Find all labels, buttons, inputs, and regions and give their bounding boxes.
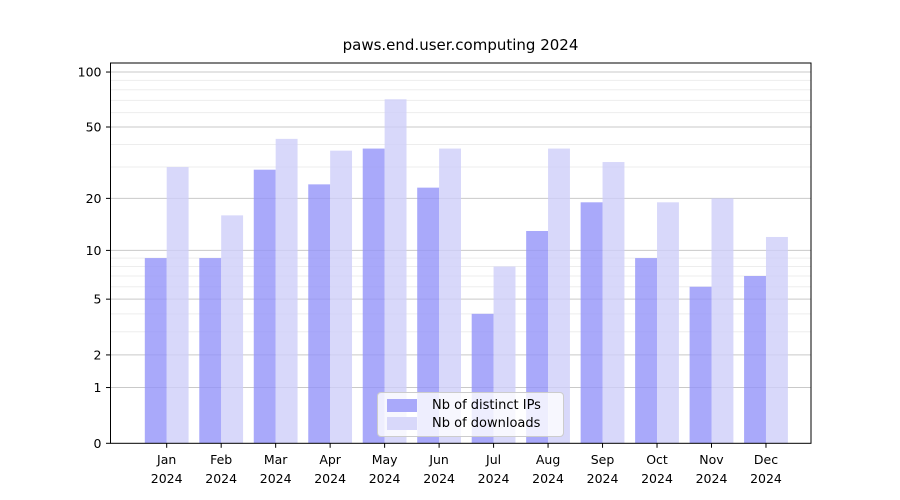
- bar-apr-downloads: [330, 150, 353, 444]
- bar-mar-downloads: [275, 138, 298, 444]
- bar-sep-distinct-ips: [580, 202, 603, 444]
- x-tick-label-month: Feb: [210, 452, 232, 467]
- bar-nov-distinct-ips: [689, 286, 712, 444]
- bar-may-downloads: [384, 99, 407, 444]
- legend-label-distinct-ips: Nb of distinct IPs: [432, 398, 541, 413]
- x-tick-label-month: Sep: [591, 452, 615, 467]
- x-tick-label-month: Jul: [485, 452, 501, 467]
- x-tick-label-month: Nov: [699, 452, 724, 467]
- legend: Nb of distinct IPs Nb of downloads: [377, 392, 564, 437]
- x-tick-label-month: Jan: [156, 452, 176, 467]
- bar-jun-downloads: [439, 148, 461, 444]
- x-tick-label-month: Jun: [428, 452, 449, 467]
- y-tick-label: 1: [94, 380, 102, 395]
- bar-dec-distinct-ips: [744, 276, 766, 444]
- x-tick-label-year: 2024: [205, 471, 237, 486]
- bar-sep-downloads: [602, 162, 625, 444]
- x-tick-label-month: Dec: [754, 452, 778, 467]
- x-tick-label-year: 2024: [532, 471, 564, 486]
- bar-oct-distinct-ips: [635, 258, 658, 444]
- x-tick-label-month: Mar: [264, 452, 288, 467]
- x-tick-label-month: Oct: [646, 452, 668, 467]
- x-tick-label-year: 2024: [260, 471, 292, 486]
- bar-nov-downloads: [711, 198, 734, 444]
- legend-swatch-distinct-ips: [387, 399, 417, 412]
- x-tick-label-year: 2024: [696, 471, 728, 486]
- legend-item-distinct-ips: Nb of distinct IPs: [387, 398, 555, 413]
- bar-may-distinct-ips: [362, 148, 385, 444]
- chart-title: paws.end.user.computing 2024: [342, 36, 579, 54]
- bar-apr-distinct-ips: [308, 184, 331, 444]
- bar-oct-downloads: [657, 202, 679, 444]
- bar-jan-downloads: [166, 167, 189, 444]
- x-tick-label-year: 2024: [314, 471, 346, 486]
- bar-aug-distinct-ips: [526, 230, 549, 444]
- legend-item-downloads: Nb of downloads: [387, 416, 555, 431]
- x-tick-label-month: Apr: [319, 452, 341, 467]
- bar-feb-downloads: [221, 215, 244, 444]
- y-tick-label: 100: [78, 65, 102, 80]
- x-tick-label-year: 2024: [478, 471, 510, 486]
- bar-jan-distinct-ips: [144, 258, 167, 444]
- legend-label-downloads: Nb of downloads: [432, 416, 541, 431]
- plot-frame: [110, 62, 812, 444]
- bar-aug-downloads: [548, 148, 570, 444]
- x-tick-label-year: 2024: [750, 471, 782, 486]
- bar-feb-distinct-ips: [199, 258, 222, 444]
- x-tick-label-month: Aug: [536, 452, 560, 467]
- bar-jun-distinct-ips: [417, 187, 440, 444]
- x-tick-label-year: 2024: [423, 471, 455, 486]
- y-tick-label: 20: [86, 191, 102, 206]
- y-tick-label: 0: [94, 436, 102, 451]
- legend-swatch-downloads: [387, 417, 417, 430]
- y-tick-label: 5: [94, 292, 102, 307]
- y-tick-label: 50: [86, 119, 102, 134]
- x-tick-label-month: May: [372, 452, 398, 467]
- y-tick-label: 2: [94, 347, 102, 362]
- bar-mar-distinct-ips: [253, 169, 276, 444]
- x-tick-label-year: 2024: [587, 471, 619, 486]
- y-tick-label: 10: [86, 243, 102, 258]
- x-tick-label-year: 2024: [641, 471, 673, 486]
- bar-dec-downloads: [765, 236, 788, 444]
- x-tick-label-year: 2024: [151, 471, 183, 486]
- x-tick-label-year: 2024: [369, 471, 401, 486]
